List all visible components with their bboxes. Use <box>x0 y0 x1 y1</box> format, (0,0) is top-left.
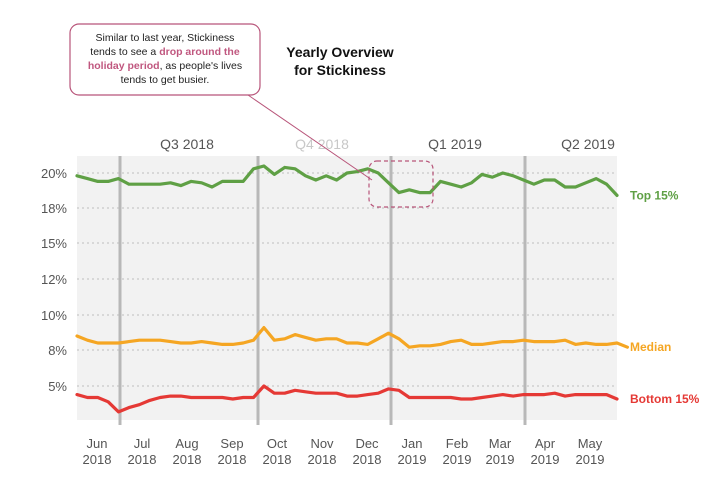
annotation-connector <box>247 94 373 181</box>
annotation-line-1: Similar to last year, Stickiness <box>96 32 235 44</box>
x-tick-month: Nov <box>310 436 334 451</box>
x-tick-month: Sep <box>220 436 243 451</box>
x-tick-year: 2019 <box>576 452 605 467</box>
x-tick-month: Aug <box>175 436 198 451</box>
quarter-label: Q2 2019 <box>561 136 615 152</box>
annotation-line-4: tends to get busier. <box>121 74 210 86</box>
x-tick-month: May <box>578 436 603 451</box>
x-tick-year: 2018 <box>308 452 337 467</box>
x-tick-year: 2019 <box>443 452 472 467</box>
series-end-label: Median <box>630 340 671 354</box>
x-tick-year: 2019 <box>398 452 427 467</box>
quarter-label: Q4 2018 <box>295 136 349 152</box>
x-tick-year: 2018 <box>263 452 292 467</box>
annotation-box <box>69 23 261 96</box>
series-line-bottom-15 <box>75 384 619 414</box>
x-tick-year: 2018 <box>353 452 382 467</box>
y-tick-label: 15% <box>41 236 67 251</box>
annotation-callout: Similar to last year, Stickiness tends t… <box>69 23 261 96</box>
x-tick-month: Feb <box>446 436 468 451</box>
x-tick-month: Mar <box>489 436 512 451</box>
annotation-line-3: holiday period, as people's lives <box>88 60 242 72</box>
series-end-labels: Top 15% Median Bottom 15% <box>630 188 700 406</box>
x-tick-year: 2018 <box>218 452 247 467</box>
y-tick-label: 10% <box>41 308 67 323</box>
y-tick-label: 20% <box>41 166 67 181</box>
series-end-label: Top 15% <box>630 188 679 202</box>
x-tick-year: 2019 <box>486 452 515 467</box>
x-tick-month: Apr <box>535 436 556 451</box>
quarter-labels: Q3 2018 Q4 2018 Q1 2019 Q2 2019 <box>160 136 615 152</box>
y-axis-ticks: 20% 18% 15% 12% 10% 8% 5% <box>41 166 67 394</box>
annotation-line-3-bold: holiday period <box>88 60 160 72</box>
series-line-median <box>75 326 630 349</box>
plot-background <box>77 156 617 420</box>
x-axis-ticks: Jun2018Jul2018Aug2018Sep2018Oct2018Nov20… <box>83 436 605 467</box>
chart-title-line-2: for Stickiness <box>294 62 386 78</box>
gridlines <box>77 172 617 387</box>
series-line-top-15 <box>75 164 619 197</box>
annotation-line-2-plain: tends to see a <box>90 46 159 58</box>
chart-title-line-1: Yearly Overview <box>286 44 394 60</box>
series-lines <box>75 164 630 414</box>
quarter-dividers <box>118 156 527 425</box>
y-tick-label: 5% <box>48 379 67 394</box>
series-end-label: Bottom 15% <box>630 392 700 406</box>
y-tick-label: 12% <box>41 272 67 287</box>
annotation-line-3-plain: , as people's lives <box>160 60 243 72</box>
x-tick-year: 2018 <box>83 452 112 467</box>
x-tick-month: Jul <box>134 436 151 451</box>
y-tick-label: 8% <box>48 343 67 358</box>
quarter-label: Q1 2019 <box>428 136 482 152</box>
annotation-line-2-bold: drop around the <box>159 46 240 58</box>
x-tick-year: 2019 <box>531 452 560 467</box>
x-tick-month: Jan <box>402 436 423 451</box>
annotation-line-2: tends to see a drop around the <box>90 46 240 58</box>
x-tick-month: Oct <box>267 436 288 451</box>
y-tick-label: 18% <box>41 201 67 216</box>
x-tick-year: 2018 <box>128 452 157 467</box>
x-tick-month: Dec <box>355 436 379 451</box>
x-tick-month: Jun <box>87 436 108 451</box>
x-tick-year: 2018 <box>173 452 202 467</box>
quarter-label: Q3 2018 <box>160 136 214 152</box>
holiday-drop-highlight <box>368 160 434 208</box>
